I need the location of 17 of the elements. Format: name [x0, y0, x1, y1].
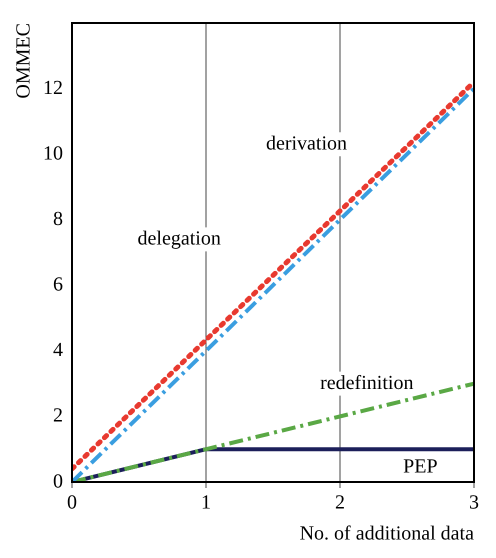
y-tick-label: 12	[43, 76, 63, 99]
series-label: redefinition	[320, 372, 414, 394]
y-tick-label: 10	[43, 142, 63, 164]
series-label: PEP	[403, 455, 438, 478]
text: derivation	[266, 132, 348, 155]
y-tick-label: 0	[53, 470, 63, 492]
y-axis-title: OMMEC	[12, 23, 34, 99]
y-tick-label: 6	[53, 274, 63, 296]
y-tick-label: 2	[53, 404, 63, 427]
x-tick-label: 0	[67, 491, 77, 514]
text: delegation	[138, 228, 221, 250]
y-tick-label: 8	[53, 208, 63, 230]
x-axis-title: No. of additional data	[300, 522, 474, 544]
x-tick-label: 3	[469, 491, 479, 514]
x-tick-label: 1	[201, 491, 211, 514]
y-tick-label: 4	[53, 339, 63, 362]
x-tick-label: 2	[335, 491, 345, 514]
